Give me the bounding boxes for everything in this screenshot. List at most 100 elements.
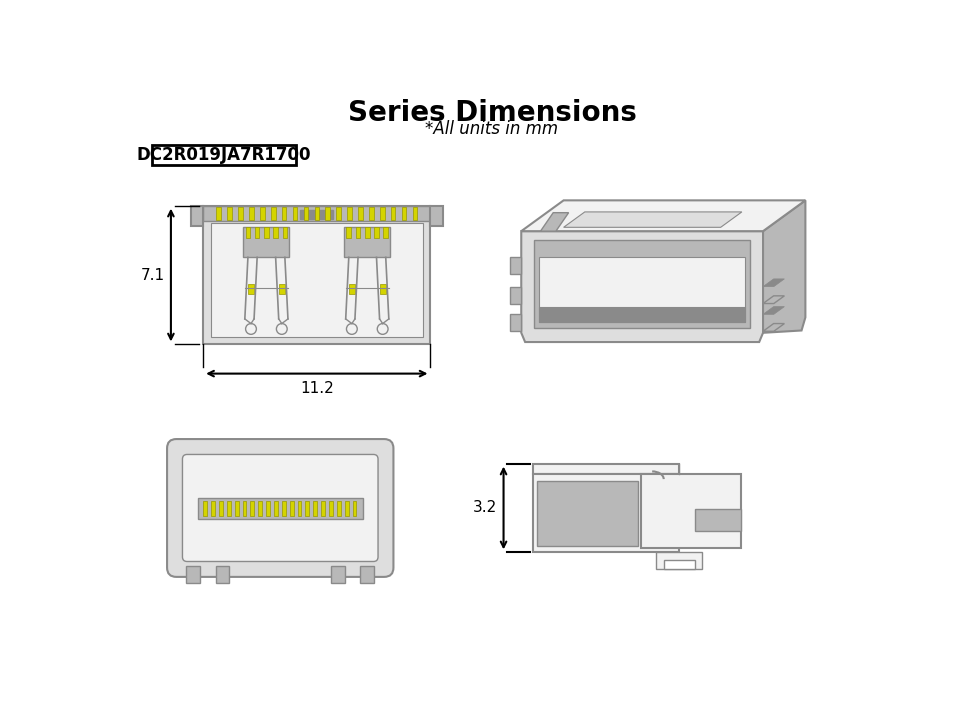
Bar <box>663 560 694 570</box>
Bar <box>360 566 374 583</box>
Text: Series Dimensions: Series Dimensions <box>348 99 636 127</box>
Bar <box>694 509 741 531</box>
Bar <box>228 207 232 220</box>
Bar <box>336 207 341 220</box>
Bar <box>264 228 269 238</box>
Polygon shape <box>521 231 763 342</box>
Bar <box>391 207 396 220</box>
Circle shape <box>347 323 357 334</box>
Bar <box>374 228 379 238</box>
Bar <box>298 500 301 516</box>
Bar <box>238 207 243 220</box>
Bar <box>322 500 325 516</box>
Polygon shape <box>763 296 784 304</box>
Bar <box>211 222 422 337</box>
Bar <box>303 207 308 220</box>
Polygon shape <box>763 279 784 287</box>
Bar <box>348 284 355 294</box>
Bar <box>249 207 253 220</box>
Bar <box>533 464 679 474</box>
Text: 11.2: 11.2 <box>300 382 334 396</box>
Bar <box>216 566 229 583</box>
Polygon shape <box>763 323 784 331</box>
Bar <box>313 500 317 516</box>
Bar <box>315 207 319 220</box>
Bar <box>380 207 385 220</box>
Bar <box>243 227 290 257</box>
Text: 7.1: 7.1 <box>140 268 165 282</box>
Bar <box>369 207 373 220</box>
Bar <box>266 500 270 516</box>
Bar <box>243 500 247 516</box>
Bar <box>365 228 370 238</box>
Bar <box>211 500 215 516</box>
Bar <box>511 287 521 304</box>
Bar <box>274 500 277 516</box>
Bar <box>358 207 363 220</box>
Bar <box>379 284 386 294</box>
Bar <box>227 500 230 516</box>
Bar <box>656 552 702 570</box>
FancyBboxPatch shape <box>167 439 394 577</box>
Bar <box>198 498 363 519</box>
Bar <box>511 315 521 331</box>
Bar <box>347 228 351 238</box>
Polygon shape <box>564 212 742 228</box>
Polygon shape <box>521 200 805 231</box>
Bar <box>325 207 330 220</box>
Bar <box>356 228 360 238</box>
Circle shape <box>246 323 256 334</box>
Bar <box>383 228 388 238</box>
Bar <box>290 500 294 516</box>
Bar <box>251 500 254 516</box>
Bar <box>248 284 254 294</box>
Bar <box>345 500 348 516</box>
Bar <box>538 481 637 546</box>
Bar <box>344 227 391 257</box>
Bar <box>246 228 251 238</box>
Bar <box>402 207 406 220</box>
Bar <box>640 474 741 548</box>
Bar <box>191 206 204 226</box>
Bar <box>216 207 221 220</box>
Bar <box>219 500 223 516</box>
Polygon shape <box>540 212 568 231</box>
Circle shape <box>276 323 287 334</box>
Bar <box>430 206 443 226</box>
Bar <box>533 474 679 552</box>
Bar <box>186 566 201 583</box>
Bar <box>254 228 259 238</box>
Bar <box>278 284 285 294</box>
Text: DC2R019JA7R1700: DC2R019JA7R1700 <box>136 146 311 164</box>
FancyBboxPatch shape <box>182 454 378 562</box>
Polygon shape <box>763 200 805 333</box>
Text: 3.2: 3.2 <box>473 500 497 516</box>
Bar <box>204 500 207 516</box>
Polygon shape <box>763 307 784 315</box>
Bar <box>293 207 298 220</box>
Bar <box>348 207 352 220</box>
Bar <box>329 500 333 516</box>
Bar <box>300 210 333 219</box>
Bar <box>282 500 286 516</box>
Bar <box>258 500 262 516</box>
Bar <box>539 257 745 322</box>
Bar <box>331 566 345 583</box>
Bar <box>282 228 287 238</box>
Bar <box>305 500 309 516</box>
Bar <box>152 145 297 165</box>
Bar <box>511 257 521 274</box>
Bar <box>413 207 418 220</box>
Bar <box>271 207 276 220</box>
Bar <box>539 307 745 322</box>
Bar <box>337 500 341 516</box>
Bar <box>204 206 430 344</box>
Text: *All units in mm: *All units in mm <box>425 120 559 138</box>
Bar <box>234 500 238 516</box>
Bar <box>260 207 265 220</box>
Circle shape <box>377 323 388 334</box>
Bar <box>535 240 750 328</box>
Bar <box>204 206 430 221</box>
Bar <box>282 207 286 220</box>
Bar <box>274 228 278 238</box>
